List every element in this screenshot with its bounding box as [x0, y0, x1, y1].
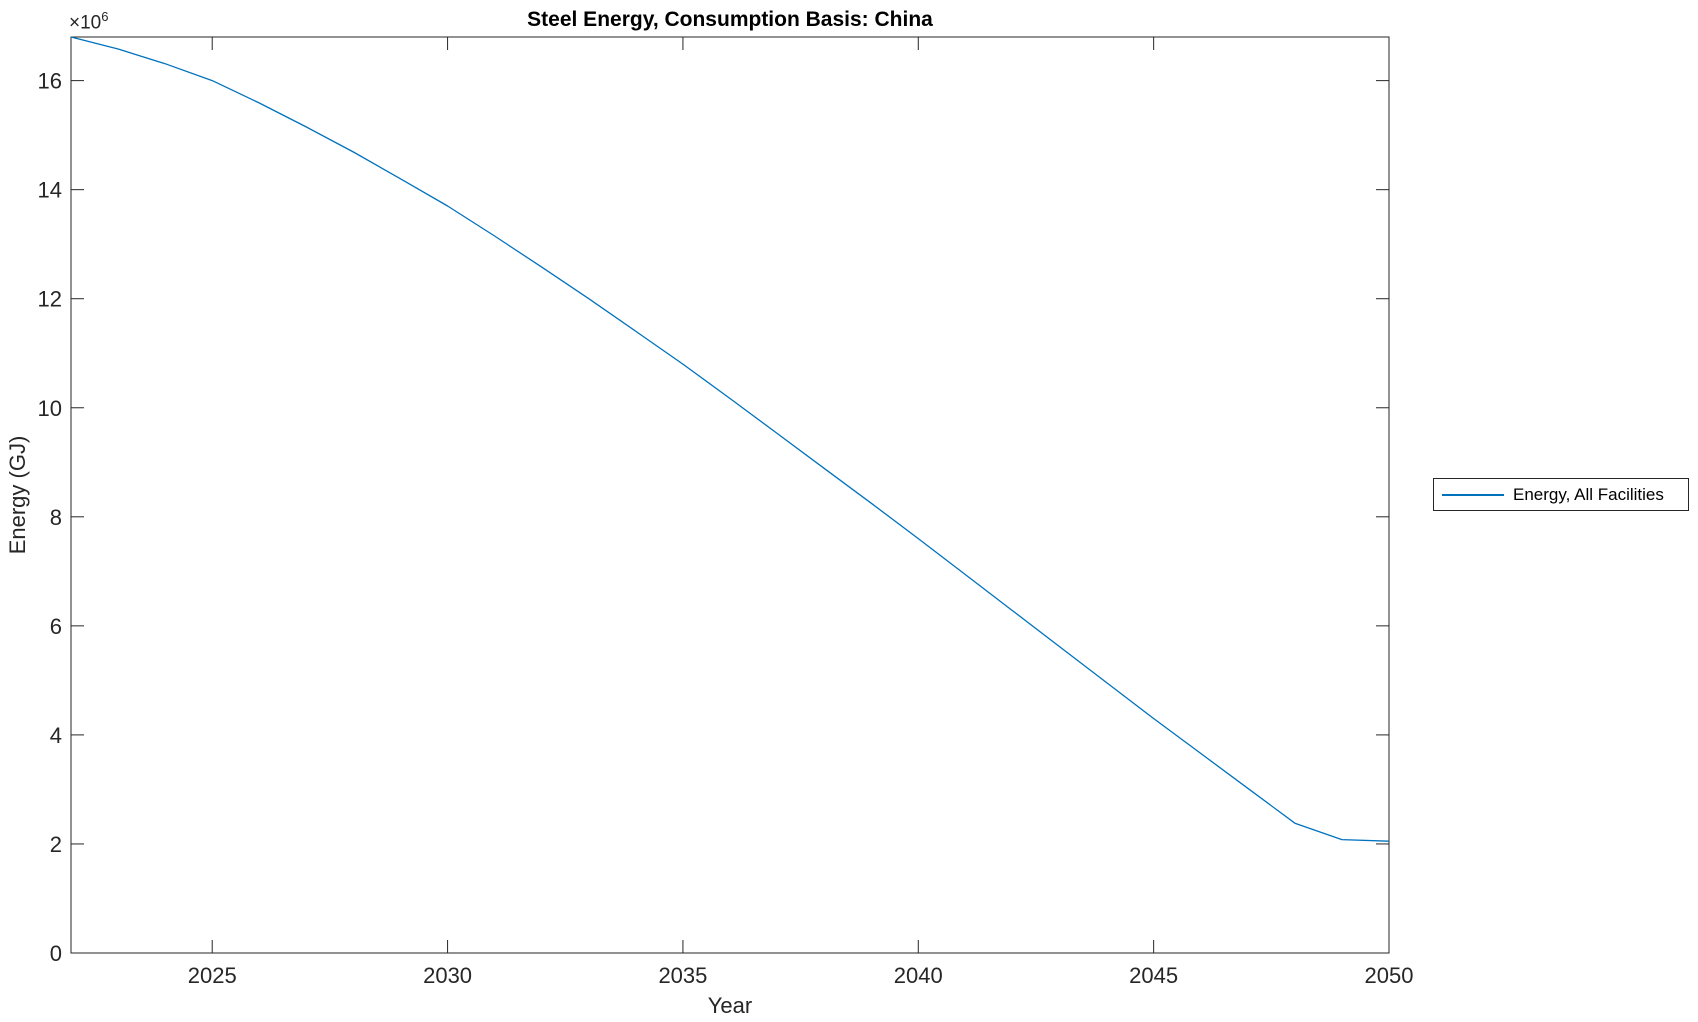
axes-box	[70, 36, 1390, 954]
x-tick-label: 2025	[188, 963, 237, 988]
x-tick-label: 2030	[423, 963, 472, 988]
x-tick-label: 2045	[1129, 963, 1178, 988]
y-tick-label: 0	[50, 941, 62, 966]
y-tick-label: 4	[50, 723, 62, 748]
y-axis-multiplier: ×106	[69, 9, 108, 34]
y-tick-label: 10	[38, 396, 62, 421]
y-axis-multiplier-exponent: 6	[101, 9, 109, 24]
chart-title: Steel Energy, Consumption Basis: China	[527, 8, 933, 31]
y-tick-label: 12	[38, 287, 62, 312]
x-tick-label: 2040	[894, 963, 943, 988]
y-axis-multiplier-base: ×10	[69, 12, 102, 34]
legend-box: Energy, All Facilities	[1433, 478, 1689, 511]
y-tick-label: 14	[38, 178, 62, 203]
y-tick-label: 2	[50, 832, 62, 857]
data-line-energy-all-facilities	[70, 36, 1390, 842]
y-tick-label: 6	[50, 614, 62, 639]
x-tick-label: 2035	[658, 963, 707, 988]
legend-line-sample	[1442, 493, 1504, 496]
x-tick-label: 2050	[1365, 963, 1414, 988]
x-axis-label: Year	[707, 993, 753, 1018]
y-tick-label: 16	[38, 69, 62, 94]
legend-label: Energy, All Facilities	[1513, 484, 1664, 504]
y-tick-label: 8	[50, 505, 62, 530]
